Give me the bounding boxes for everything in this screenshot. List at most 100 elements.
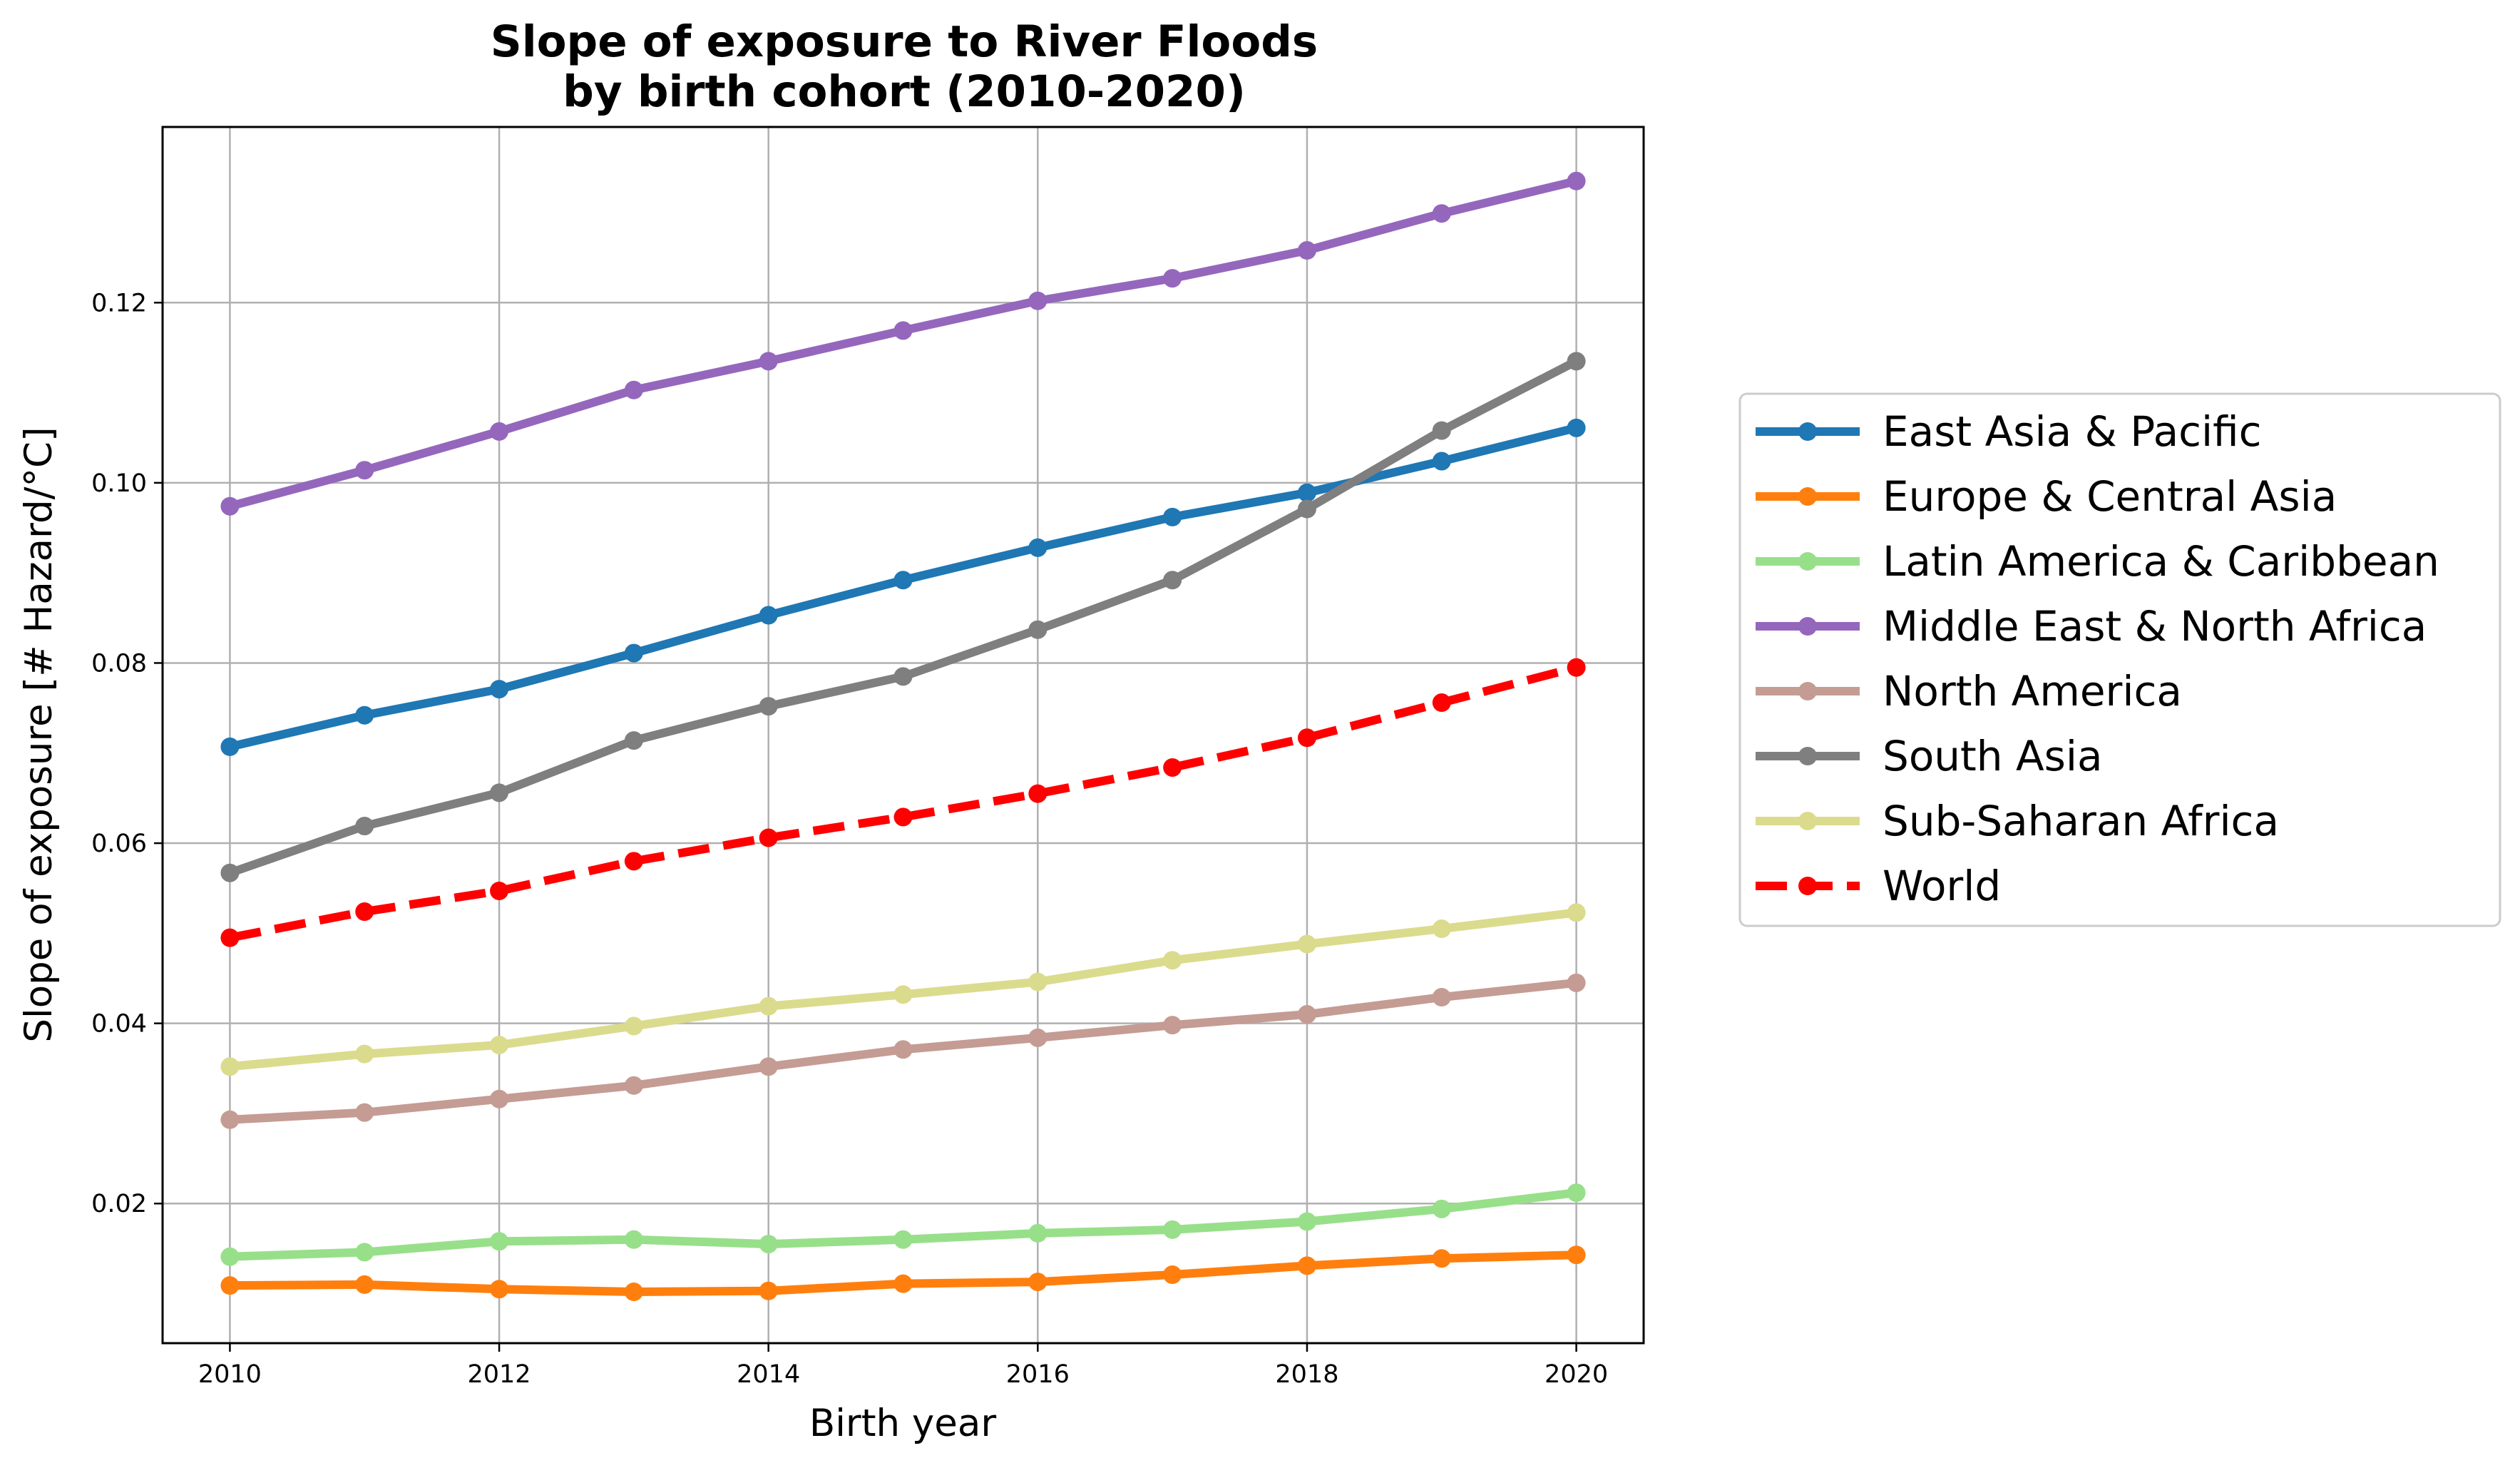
data-point-north-america xyxy=(1567,973,1586,992)
legend-item-world: World xyxy=(1756,862,2001,910)
data-point-middle-east-and-north-africa xyxy=(1297,241,1316,260)
data-point-middle-east-and-north-africa xyxy=(1028,291,1048,310)
legend-item-middle-east-and-north-africa: Middle East & North Africa xyxy=(1756,602,2427,651)
data-point-east-asia-and-pacific xyxy=(759,606,778,625)
data-point-east-asia-and-pacific xyxy=(355,705,374,725)
data-point-south-asia xyxy=(624,731,643,750)
data-point-europe-and-central-asia xyxy=(490,1280,509,1299)
data-point-europe-and-central-asia xyxy=(1432,1249,1451,1268)
series-sub-saharan-africa xyxy=(220,903,1586,1076)
data-point-east-asia-and-pacific xyxy=(624,643,643,663)
data-point-world xyxy=(1163,758,1182,777)
data-point-sub-saharan-africa xyxy=(490,1035,509,1054)
legend-label: Middle East & North Africa xyxy=(1883,602,2427,651)
legend-frame xyxy=(1738,392,2501,927)
series-layer xyxy=(220,171,1586,1302)
data-point-north-america xyxy=(1163,1016,1182,1035)
data-point-east-asia-and-pacific xyxy=(893,571,913,590)
data-point-world xyxy=(1567,658,1586,677)
grid-lines xyxy=(163,127,1644,1343)
x-axis-label: Birth year xyxy=(809,1402,997,1445)
data-point-latin-america-and-caribbean xyxy=(893,1230,913,1249)
data-point-world xyxy=(1028,784,1048,803)
data-point-world xyxy=(1297,728,1316,748)
y-axis-ticks: 0.02 0.04 0.06 0.08 0.10 0.12 xyxy=(91,289,163,1218)
legend-label: South Asia xyxy=(1883,732,2103,780)
legend-swatch-marker xyxy=(1798,747,1817,765)
y-axis-label: Slope of exposure [# Hazard/°C] xyxy=(17,427,61,1042)
data-point-sub-saharan-africa xyxy=(1567,903,1586,922)
x-tick-label: 2020 xyxy=(1545,1360,1608,1389)
x-axis-ticks: 2010 2012 2014 2016 2018 2020 xyxy=(198,1343,1608,1389)
series-line-middle-east-and-north-africa xyxy=(228,176,1577,511)
y-tick-label: 0.06 xyxy=(91,830,147,858)
data-point-east-asia-and-pacific xyxy=(1163,507,1182,526)
data-point-east-asia-and-pacific xyxy=(1297,483,1316,502)
data-point-south-asia xyxy=(759,697,778,716)
legend-swatch-marker xyxy=(1798,812,1817,830)
data-point-europe-and-central-asia xyxy=(893,1274,913,1293)
series-europe-and-central-asia xyxy=(220,1245,1586,1302)
data-point-world xyxy=(355,902,374,922)
legend-label: Latin America & Caribbean xyxy=(1883,537,2439,586)
data-point-south-asia xyxy=(490,783,509,802)
series-line-south-asia xyxy=(228,357,1579,877)
data-point-latin-america-and-caribbean xyxy=(1163,1220,1182,1239)
data-point-europe-and-central-asia xyxy=(1163,1265,1182,1285)
data-point-east-asia-and-pacific xyxy=(1028,538,1048,557)
data-point-middle-east-and-north-africa xyxy=(490,422,509,441)
data-point-middle-east-and-north-africa xyxy=(624,380,643,399)
series-line-world xyxy=(229,663,1578,942)
data-point-middle-east-and-north-africa xyxy=(759,352,778,371)
data-point-north-america xyxy=(1432,988,1451,1007)
legend-swatch-marker xyxy=(1798,682,1817,700)
legend-item-sub-saharan-africa: Sub-Saharan Africa xyxy=(1756,797,2279,845)
chart-title-line-2: by birth cohort (2010-2020) xyxy=(563,66,1246,117)
legend-label: North America xyxy=(1883,667,2182,715)
data-point-east-asia-and-pacific xyxy=(490,680,509,699)
legend-swatch-marker xyxy=(1798,487,1817,506)
data-point-latin-america-and-caribbean xyxy=(355,1243,374,1262)
data-point-latin-america-and-caribbean xyxy=(624,1230,643,1249)
data-point-europe-and-central-asia xyxy=(1028,1273,1048,1292)
y-tick-label: 0.08 xyxy=(91,649,147,678)
y-tick-label: 0.04 xyxy=(91,1010,147,1039)
data-point-middle-east-and-north-africa xyxy=(220,496,240,516)
data-point-europe-and-central-asia xyxy=(1297,1256,1316,1275)
data-point-sub-saharan-africa xyxy=(893,985,913,1004)
data-point-north-america xyxy=(490,1089,509,1108)
data-point-world xyxy=(893,807,913,827)
x-tick-label: 2016 xyxy=(1006,1360,1070,1389)
data-point-world xyxy=(490,881,509,900)
data-point-east-asia-and-pacific xyxy=(1432,452,1451,471)
data-point-north-america xyxy=(1297,1005,1316,1024)
legend-item-europe-and-central-asia: Europe & Central Asia xyxy=(1756,472,2337,521)
x-tick-label: 2018 xyxy=(1275,1360,1338,1389)
data-point-middle-east-and-north-africa xyxy=(1567,171,1586,190)
data-point-europe-and-central-asia xyxy=(759,1281,778,1300)
data-point-middle-east-and-north-africa xyxy=(1163,269,1182,288)
data-point-sub-saharan-africa xyxy=(1297,934,1316,954)
legend-label: East Asia & Pacific xyxy=(1883,407,2262,456)
data-point-world xyxy=(759,828,778,847)
data-point-north-america xyxy=(759,1057,778,1076)
data-point-world xyxy=(220,928,240,947)
legend-swatch-marker xyxy=(1798,877,1817,895)
data-point-sub-saharan-africa xyxy=(624,1016,643,1036)
data-point-latin-america-and-caribbean xyxy=(1028,1223,1048,1243)
data-point-north-america xyxy=(1028,1028,1048,1047)
y-tick-label: 0.10 xyxy=(91,469,147,498)
legend-item-latin-america-and-caribbean: Latin America & Caribbean xyxy=(1756,537,2439,586)
data-point-south-asia xyxy=(1297,499,1316,519)
data-point-north-america xyxy=(355,1103,374,1122)
data-point-middle-east-and-north-africa xyxy=(893,321,913,340)
data-point-latin-america-and-caribbean xyxy=(759,1235,778,1254)
data-point-north-america xyxy=(220,1110,240,1129)
data-point-europe-and-central-asia xyxy=(1567,1245,1586,1265)
chart-title-line-1: Slope of exposure to River Floods xyxy=(491,16,1318,67)
legend-swatch-marker xyxy=(1798,422,1817,441)
data-point-middle-east-and-north-africa xyxy=(355,461,374,480)
data-point-south-asia xyxy=(893,667,913,686)
series-world xyxy=(220,658,1586,947)
